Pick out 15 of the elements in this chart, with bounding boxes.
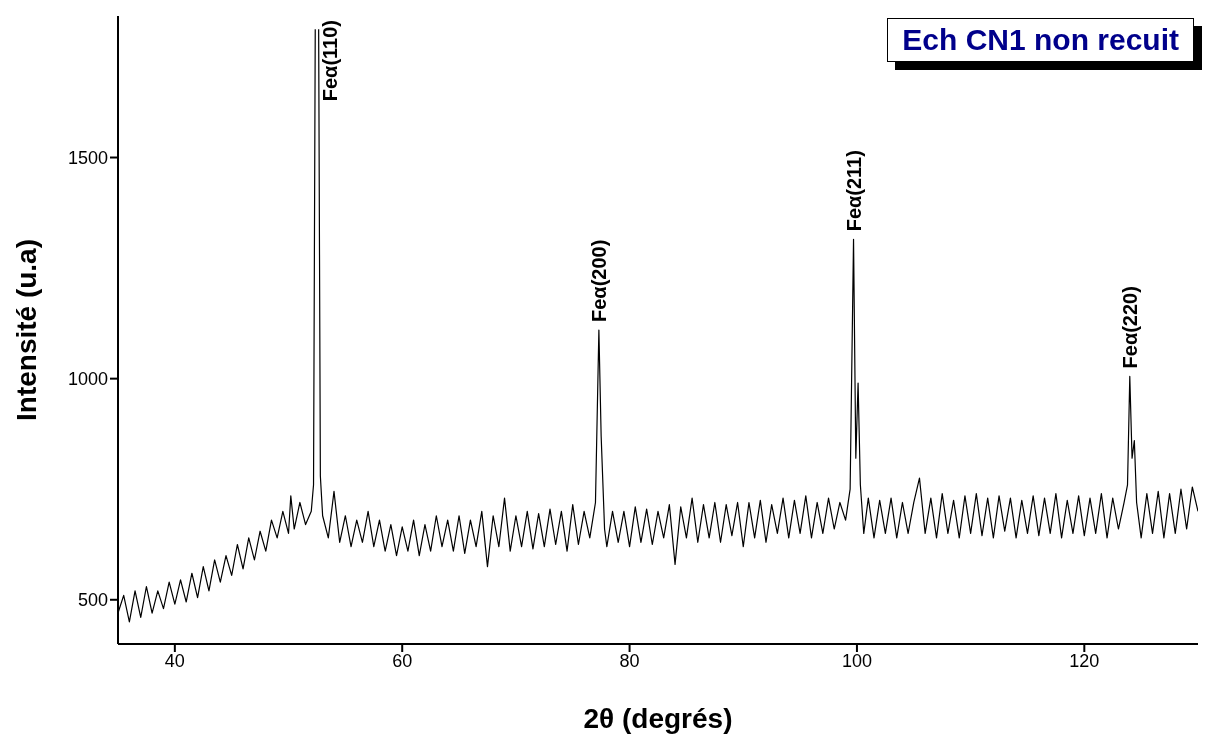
x-tick-label: 40 xyxy=(164,650,185,671)
y-tick-label: 1000 xyxy=(67,369,108,390)
annotation: Feα(110) xyxy=(318,20,341,102)
y-axis-title: Intensité (u.a) xyxy=(10,238,42,422)
y-tick-label: 500 xyxy=(77,590,108,611)
x-tick-label: 120 xyxy=(1069,650,1100,671)
annotation: Feα(211) xyxy=(842,150,865,232)
x-tick-label: 80 xyxy=(619,650,640,671)
annotation: Feα(200) xyxy=(587,239,610,322)
annotation: Feα(220) xyxy=(1118,286,1141,369)
y-tick-label: 1500 xyxy=(67,147,108,168)
x-tick-label: 100 xyxy=(841,650,872,671)
chart-title: Ech CN1 non recuit xyxy=(887,18,1194,62)
x-tick-label: 60 xyxy=(392,650,413,671)
x-axis-title: 2θ (degrés) xyxy=(583,703,733,734)
